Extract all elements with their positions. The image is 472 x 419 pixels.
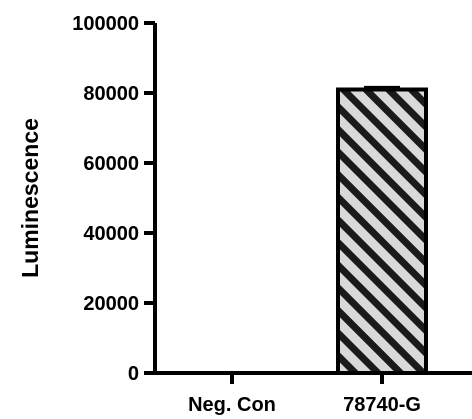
bar-2: [336, 87, 428, 375]
y-tick-label: 20000: [83, 293, 139, 315]
x-tick-label: 78740-G: [343, 394, 421, 416]
y-ticks: 0 20000 40000 60000 80000 100000: [72, 13, 155, 385]
y-tick-label: 80000: [83, 83, 139, 105]
bars: [187, 85, 428, 375]
y-axis-title: Luminescence: [17, 118, 43, 278]
y-tick-label: 0: [128, 363, 139, 385]
y-tick-label: 60000: [83, 153, 139, 175]
x-tick-label: Neg. Con: [188, 394, 276, 416]
y-tick-label: 40000: [83, 223, 139, 245]
y-tick-label: 100000: [72, 13, 139, 35]
x-ticks: Neg. Con 78740-G: [188, 373, 421, 416]
